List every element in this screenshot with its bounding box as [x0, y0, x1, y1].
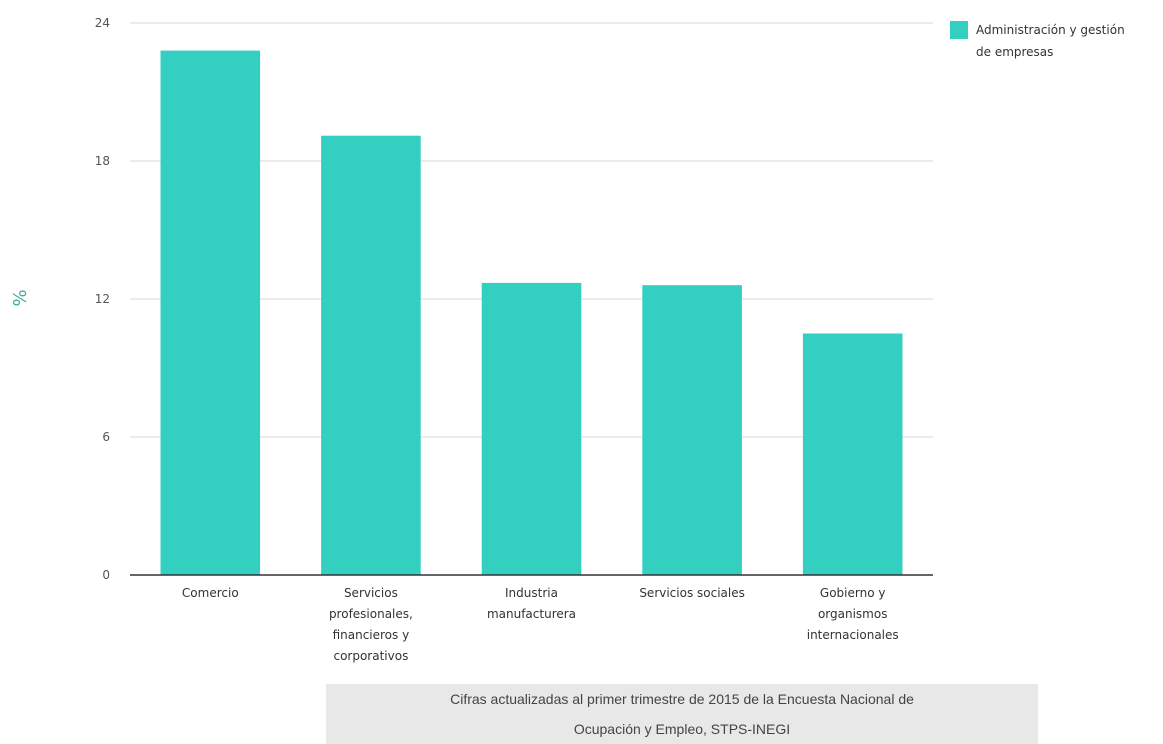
y-tick-label-6: 6: [102, 430, 110, 444]
source-note-line-1: Cifras actualizadas al primer trimestre …: [450, 691, 914, 707]
x-tick-label-3: Industria manufacturera: [487, 586, 576, 621]
x-tick-label-5: Gobierno y organismos internacionales: [807, 586, 899, 642]
x-tick-label-line: Servicios: [344, 586, 398, 600]
y-tick-label-0: 0: [102, 568, 110, 582]
x-tick-label-line: financieros y: [333, 628, 410, 642]
x-tick-label-line: Gobierno y: [820, 586, 886, 600]
legend-label-line: Administración y gestión: [976, 23, 1125, 37]
y-tick-label-18: 18: [95, 154, 110, 168]
legend-label: Administración y gestión de empresas: [976, 23, 1125, 59]
bar-5: [802, 333, 903, 575]
x-tick-label-line: profesionales,: [329, 607, 413, 621]
x-tick-label-line: organismos: [818, 607, 888, 621]
x-tick-label-line: manufacturera: [487, 607, 576, 621]
bar-1: [160, 50, 261, 576]
y-axis-label: %: [10, 289, 31, 306]
source-note: Cifras actualizadas al primer trimestre …: [326, 684, 1038, 744]
legend-swatch: [950, 21, 968, 39]
legend: Administración y gestión de empresas: [950, 21, 1125, 59]
x-tick-label-line: internacionales: [807, 628, 899, 642]
bar-4: [642, 285, 742, 575]
x-tick-label-line: Industria: [505, 586, 558, 600]
x-tick-label-line: Servicios sociales: [639, 586, 745, 600]
x-tick-label-2: Servicios profesionales, financieros y corp…: [329, 586, 413, 663]
x-tick-label-line: corporativos: [333, 649, 408, 663]
bar-2: [321, 135, 421, 575]
source-note-line-2: Ocupación y Empleo, STPS-INEGI: [573, 721, 791, 737]
bars: [160, 50, 903, 576]
y-tick-label-12: 12: [95, 292, 110, 306]
x-tick-label-1: Comercio: [182, 586, 239, 600]
axes: 0 6 12 18 24 Comercio Servicios profesionales, f…: [10, 16, 933, 663]
bar-3: [481, 282, 582, 575]
x-tick-label-4: Servicios sociales: [639, 586, 745, 600]
x-tick-label-line: Comercio: [182, 586, 239, 600]
legend-label-line: de empresas: [976, 45, 1053, 59]
y-tick-label-24: 24: [95, 16, 110, 30]
